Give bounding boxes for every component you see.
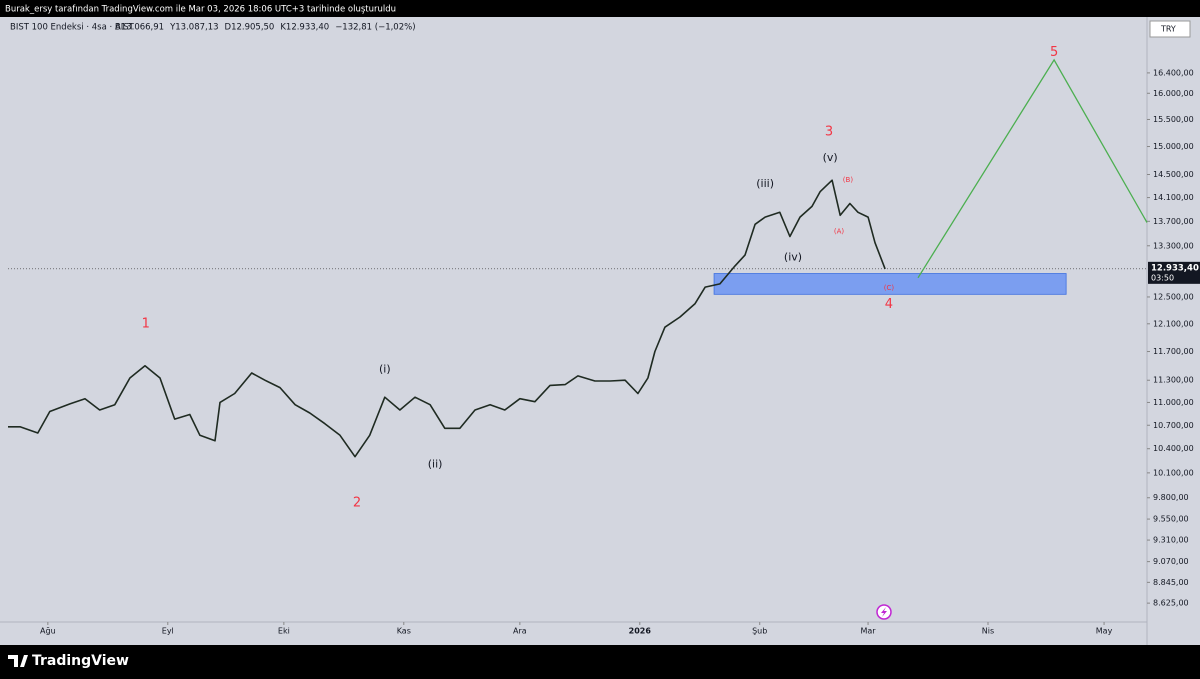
y-tick-label: 14.100,00 (1153, 193, 1194, 202)
y-tick-label: 13.300,00 (1153, 241, 1194, 250)
wave-label: (iii) (756, 177, 774, 190)
x-tick-label: Eki (278, 627, 290, 636)
countdown: 03:50 (1151, 273, 1174, 282)
projection-line (917, 58, 1148, 279)
y-tick-label: 15.500,00 (1153, 115, 1194, 124)
wave-label: 2 (353, 495, 361, 510)
y-tick-label: 11.700,00 (1153, 347, 1194, 356)
y-tick-label: 16.400,00 (1153, 68, 1194, 77)
wave-label: (i) (379, 362, 391, 375)
x-tick-label: Nis (982, 627, 994, 636)
flash-icon[interactable] (876, 604, 892, 620)
chart-bg (0, 17, 1200, 645)
y-tick-label: 9.310,00 (1153, 536, 1189, 545)
y-tick-label: 12.100,00 (1153, 319, 1194, 328)
wave-label: (C) (884, 284, 895, 292)
wave-label: 3 (825, 124, 833, 139)
y-tick-label: 8.625,00 (1153, 599, 1189, 608)
legend-ohlc: Y13.087,13 (169, 23, 218, 33)
price-label-box (1148, 261, 1200, 284)
x-tick-label: Şub (752, 627, 767, 636)
x-tick-label: Kas (397, 627, 411, 636)
y-tick-label: 10.400,00 (1153, 444, 1194, 453)
y-tick-label: 10.700,00 (1153, 421, 1194, 430)
x-tick-label: Ara (513, 627, 527, 636)
currency-box[interactable] (1149, 20, 1191, 38)
price-label: 12.933,40 (1151, 263, 1199, 273)
y-tick-label: 13.700,00 (1153, 217, 1194, 226)
y-tick-label: 16.000,00 (1153, 89, 1194, 98)
y-tick-label: 11.000,00 (1153, 398, 1194, 407)
y-tick-label: 12.500,00 (1153, 292, 1194, 301)
y-tick-label: 11.300,00 (1153, 376, 1194, 385)
price-line (8, 179, 886, 458)
wave-label: (iv) (784, 251, 802, 264)
wave-label: 4 (885, 297, 893, 312)
y-tick-label: 9.070,00 (1153, 557, 1189, 566)
legend-ohlc: K12.933,40 (280, 23, 329, 33)
y-tick-label: 9.800,00 (1153, 493, 1189, 502)
x-tick-label: Mar (861, 627, 877, 636)
logo (8, 655, 28, 667)
brand: TradingView (32, 653, 129, 669)
y-tick-label: 8.845,00 (1153, 578, 1189, 587)
wave-label: 1 (142, 316, 150, 331)
wave-label: (v) (823, 151, 838, 164)
x-tick-label: Eyl (162, 627, 174, 636)
y-tick-label: 9.550,00 (1153, 515, 1189, 524)
legend-ohlc: D12.905,50 (225, 23, 275, 33)
currency: TRY (1160, 25, 1176, 34)
x-tick-label: May (1096, 627, 1113, 636)
legend-change: −132,81 (−1,02%) (335, 23, 415, 33)
wave-label: (ii) (428, 458, 443, 471)
x-tick-label: Ağu (40, 627, 56, 636)
credit: Burak_ersy tarafından TradingView.com il… (5, 5, 396, 15)
wave-label: (B) (843, 176, 854, 184)
y-tick-label: 10.100,00 (1153, 468, 1194, 477)
x-tick-label: 2026 (629, 627, 652, 636)
y-tick-label: 15.000,00 (1153, 142, 1194, 151)
legend-ohlc: A13.066,91 (115, 23, 164, 33)
y-tick-label: 14.500,00 (1153, 170, 1194, 179)
legend-symbol: BIST 100 Endeksi · 4sa · BIST (10, 23, 135, 33)
wave-label: 5 (1050, 45, 1058, 60)
demand-zone (713, 273, 1067, 295)
wave-label: (A) (834, 228, 845, 236)
